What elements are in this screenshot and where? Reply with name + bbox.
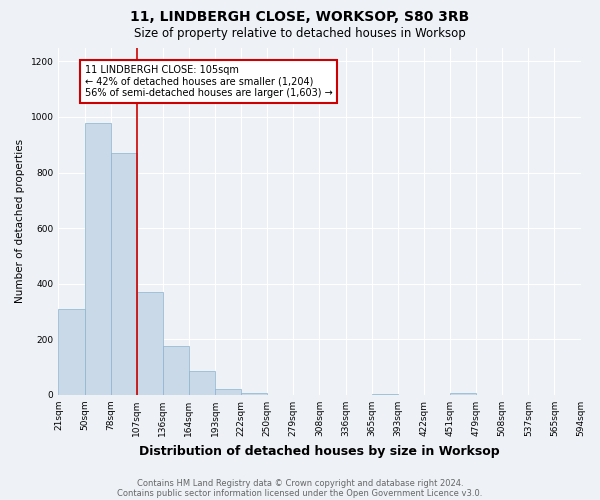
Text: 11, LINDBERGH CLOSE, WORKSOP, S80 3RB: 11, LINDBERGH CLOSE, WORKSOP, S80 3RB [130,10,470,24]
Text: Contains public sector information licensed under the Open Government Licence v3: Contains public sector information licen… [118,488,482,498]
Bar [85,122,110,395]
Bar [110,153,137,395]
Text: Size of property relative to detached houses in Worksop: Size of property relative to detached ho… [134,28,466,40]
Bar [137,292,163,395]
Bar [58,309,85,395]
Text: Contains HM Land Registry data © Crown copyright and database right 2024.: Contains HM Land Registry data © Crown c… [137,478,463,488]
Bar [189,372,215,395]
Bar [215,390,241,395]
Bar [450,392,476,395]
Bar [163,346,189,395]
Bar [371,394,398,395]
Text: 11 LINDBERGH CLOSE: 105sqm
← 42% of detached houses are smaller (1,204)
56% of s: 11 LINDBERGH CLOSE: 105sqm ← 42% of deta… [85,65,332,98]
X-axis label: Distribution of detached houses by size in Worksop: Distribution of detached houses by size … [139,444,500,458]
Bar [241,392,267,395]
Y-axis label: Number of detached properties: Number of detached properties [15,139,25,304]
